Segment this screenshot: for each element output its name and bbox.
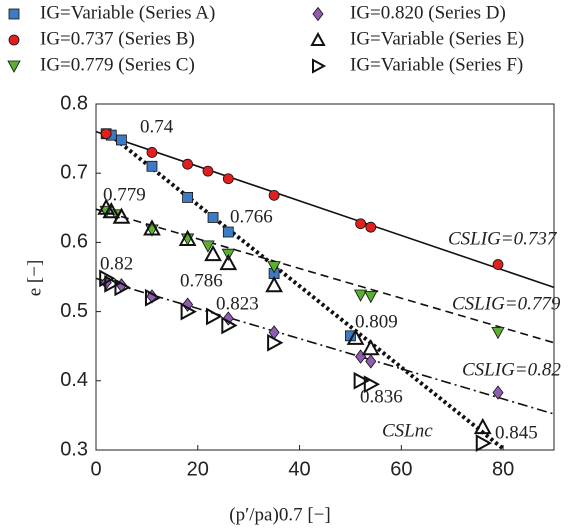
data-point: [363, 375, 381, 394]
data-point: [143, 219, 161, 236]
data-point: [364, 290, 378, 304]
data-point: [202, 165, 214, 177]
plot-frame: [95, 103, 555, 451]
annotation: 0.823: [216, 293, 259, 314]
x-tick-label: 40: [288, 458, 310, 480]
data-point: [365, 354, 377, 369]
y-tick-label: 0.8: [60, 92, 88, 114]
data-point: [353, 289, 368, 302]
y-axis-label: e [−]: [24, 260, 45, 297]
reference-line: [104, 130, 505, 451]
y-tick-label: 0.3: [60, 438, 88, 460]
line-label: CSLIG=0.779: [452, 293, 561, 314]
line-label: CSLIG=0.82: [462, 359, 561, 380]
data-point: [491, 326, 505, 340]
legend-marker: [312, 58, 327, 74]
data-point: [219, 253, 238, 271]
legend-label: IG=Variable (Series A): [40, 2, 215, 23]
reference-line: [95, 208, 555, 344]
data-point: [204, 244, 222, 262]
annotation: 0.786: [180, 270, 223, 291]
data-point: [178, 229, 197, 246]
x-tick-label: 0: [90, 458, 101, 480]
data-point: [146, 160, 158, 172]
line-label: CSLnc: [382, 420, 433, 441]
legend-marker: [7, 60, 21, 73]
y-tick-label: 0.7: [60, 161, 88, 183]
annotation: 0.809: [355, 311, 398, 332]
data-point: [100, 128, 112, 140]
data-point: [365, 221, 377, 233]
y-tick-label: 0.6: [60, 231, 88, 253]
legend-label: IG=Variable (Series F): [350, 54, 523, 75]
data-point: [473, 417, 492, 435]
x-tick-label: 20: [187, 458, 209, 480]
legend-label: IG=0.779 (Series C): [40, 54, 195, 75]
data-point: [182, 192, 194, 203]
data-point: [116, 134, 127, 146]
line-label: CSLIG=0.737: [448, 228, 558, 249]
legend-label: IG=0.820 (Series D): [350, 2, 506, 23]
data-point: [114, 278, 131, 297]
data-point: [104, 275, 121, 293]
data-point: [267, 333, 284, 352]
y-tick-label: 0.4: [60, 369, 88, 391]
data-point: [492, 259, 504, 270]
legend-marker: [8, 34, 20, 46]
data-point: [206, 307, 223, 326]
data-point: [221, 316, 238, 335]
data-point: [201, 240, 215, 253]
legend-label: IG=0.737 (Series B): [40, 28, 195, 49]
data-point: [146, 147, 158, 158]
data-point: [182, 158, 194, 170]
legend-label: IG=Variable (Series E): [350, 28, 524, 49]
annotation: 0.779: [103, 184, 146, 205]
data-point: [222, 226, 234, 238]
data-point: [102, 201, 121, 219]
data-point: [361, 338, 380, 356]
data-point: [492, 385, 504, 400]
x-tick-label: 80: [492, 458, 514, 480]
annotation: 0.836: [360, 386, 403, 407]
y-tick-label: 0.5: [60, 300, 88, 322]
legend-marker: [312, 6, 324, 22]
legend-marker: [8, 8, 20, 20]
data-point: [144, 288, 162, 307]
data-point: [207, 212, 219, 223]
x-tick-label: 60: [390, 458, 412, 480]
data-point: [346, 328, 365, 345]
annotation: 0.74: [140, 116, 174, 137]
data-point: [267, 261, 281, 274]
legend-marker: [310, 31, 326, 46]
x-axis-label: (p′/pa)0.7 [−]: [229, 504, 330, 525]
data-point: [268, 189, 280, 201]
data-point: [265, 276, 283, 293]
data-point: [355, 218, 367, 230]
annotation: 0.845: [495, 422, 538, 443]
data-point: [99, 269, 116, 288]
data-point: [475, 434, 493, 452]
annotation: 0.82: [100, 253, 133, 274]
data-point: [112, 207, 131, 224]
data-point: [222, 173, 234, 185]
annotation: 0.766: [230, 206, 273, 227]
data-point: [180, 302, 197, 321]
reference-line: [95, 130, 555, 289]
data-point: [353, 371, 370, 390]
